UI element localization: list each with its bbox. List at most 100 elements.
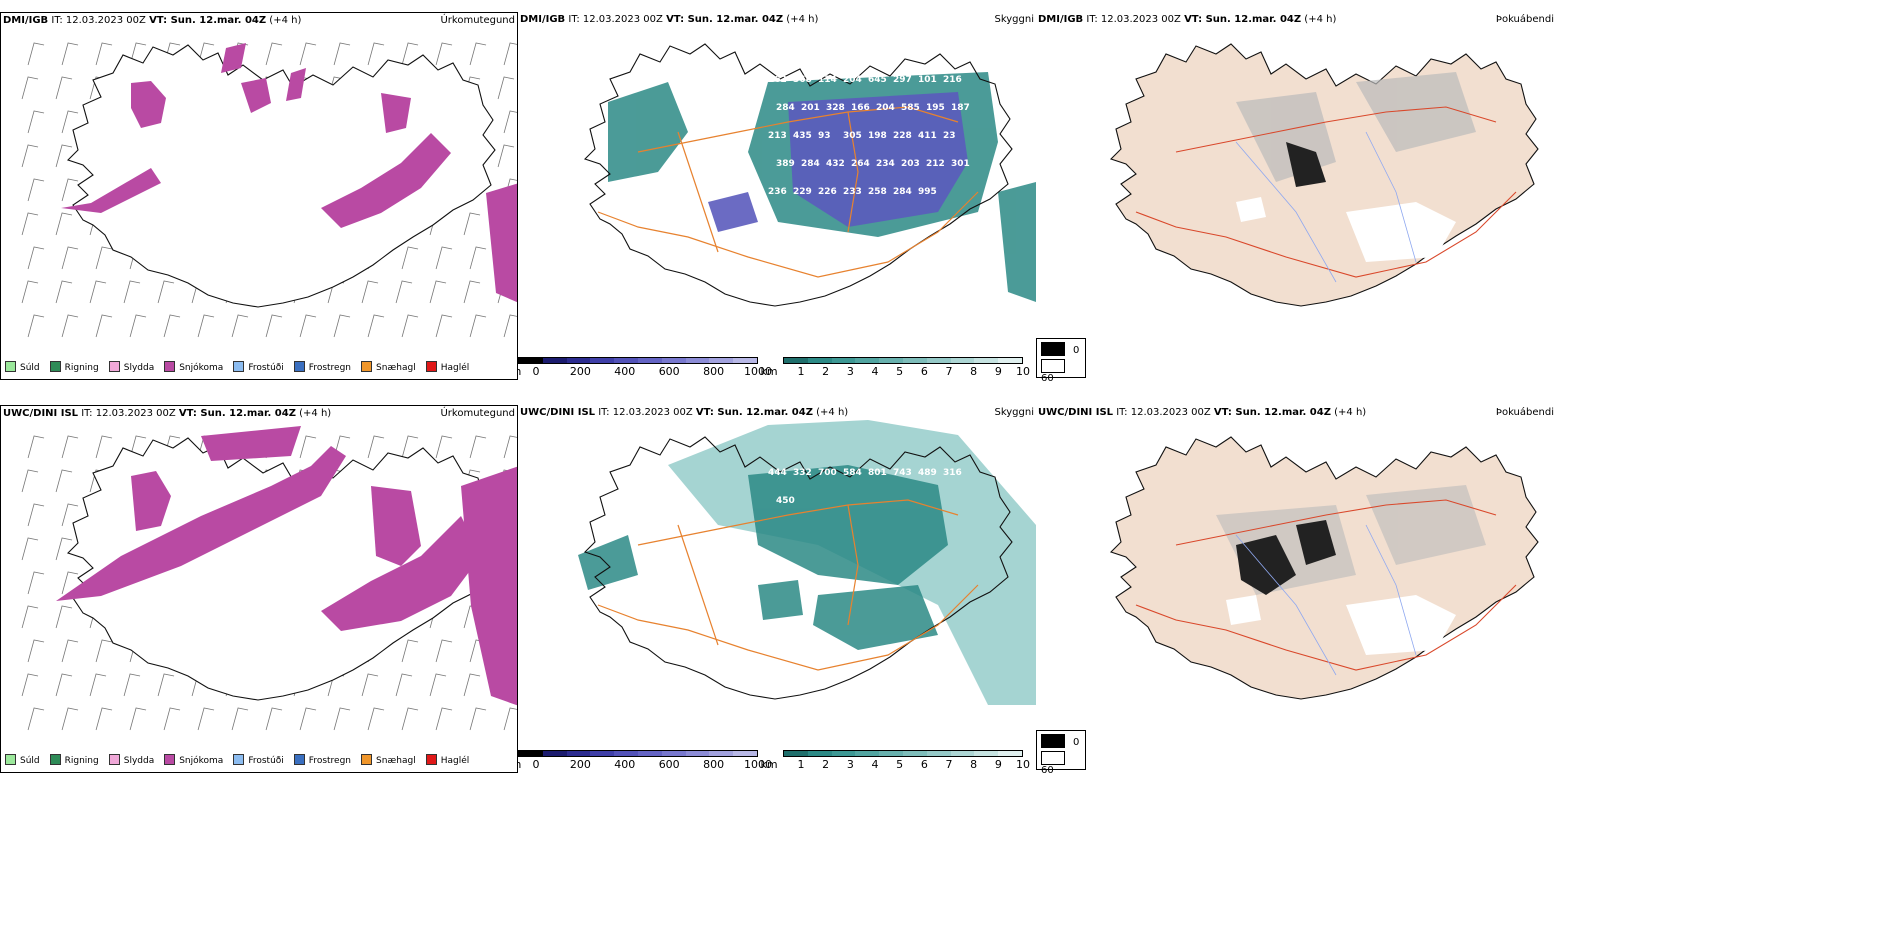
cloud-top-label: 435 bbox=[793, 131, 812, 141]
snow-areas bbox=[56, 426, 517, 706]
precip-legend: Súld Rigning Slydda Snjókoma Frostúði Frostre… bbox=[5, 754, 479, 766]
cloud-top-label: 284 bbox=[776, 103, 795, 113]
colorbar-tick: 0 bbox=[532, 758, 540, 771]
legend-swatch bbox=[49, 754, 61, 765]
cloud-top-label: 226 bbox=[818, 187, 837, 197]
init-time: IT: 12.03.2023 00Z bbox=[1083, 14, 1185, 25]
model-name: DMI/IGB bbox=[3, 15, 49, 26]
colorbar-tick: 7 bbox=[945, 758, 953, 771]
panel-header: UWC/DINI ISL IT: 12.03.2023 00Z VT: Sun.… bbox=[1, 406, 517, 420]
cloud-top-label: 236 bbox=[768, 187, 787, 197]
colorbar-km: km 1 2 3 4 5 6 7 8 9 10 bbox=[760, 357, 1033, 379]
cloud-top-label: 204 bbox=[843, 75, 862, 85]
legend-swatch bbox=[108, 361, 120, 372]
colorbar-tick: 8 bbox=[970, 365, 978, 378]
precip-legend: Súld Rigning Slydda Snjókoma Frostúði Frostre… bbox=[5, 361, 479, 373]
legend-swatch bbox=[425, 754, 437, 765]
fog-legend-item: 0 bbox=[1041, 342, 1079, 356]
colorbar-unit: km bbox=[760, 365, 778, 378]
panel-header: DMI/IGB IT: 12.03.2023 00Z VT: Sun. 12.m… bbox=[1, 13, 517, 27]
fog-legend-item: 60 bbox=[1041, 359, 1085, 384]
cloud-top-label: 162 bbox=[768, 75, 787, 85]
colorbar-tick: 1000 bbox=[744, 758, 772, 771]
legend-item: Slydda bbox=[108, 754, 154, 766]
colorbar-tick: 2 bbox=[822, 758, 830, 771]
cloud-top-label: 995 bbox=[918, 187, 937, 197]
roads-red bbox=[1135, 106, 1517, 278]
legend-item: Snjókoma bbox=[164, 361, 223, 373]
colorbar-tick: 6 bbox=[920, 365, 928, 378]
init-time: IT: 12.03.2023 00Z bbox=[565, 14, 667, 25]
panel-header: UWC/DINI ISL IT: 12.03.2023 00Z VT: Sun.… bbox=[518, 405, 1036, 419]
fog-legend-swatch bbox=[1041, 734, 1065, 748]
cloud-top-label: 203 bbox=[901, 159, 920, 169]
cloud-top-label: 801 bbox=[868, 468, 887, 478]
cloud-map: 162 368 114 204 645 297 101 216 284 201 328 166 204 5… bbox=[584, 43, 1036, 307]
fog-legend-swatch bbox=[1041, 342, 1065, 356]
roads bbox=[597, 106, 979, 278]
fog-legend-label: 60 bbox=[1041, 765, 1054, 776]
colorbar-gradient bbox=[783, 750, 1023, 757]
colorbar-tick: 0 bbox=[532, 365, 540, 378]
legend-label: Snjókoma bbox=[179, 363, 224, 373]
cloud-top-label: 264 bbox=[851, 159, 870, 169]
cloud-top-label: 198 bbox=[868, 131, 887, 141]
cloud-top-label: 233 bbox=[843, 187, 862, 197]
legend-swatch bbox=[293, 754, 305, 765]
cloud-top-label: 432 bbox=[826, 159, 845, 169]
cloud-panel-2: UWC/DINI ISL IT: 12.03.2023 00Z VT: Sun.… bbox=[518, 405, 1036, 773]
panel-header: DMI/IGB IT: 12.03.2023 00Z VT: Sun. 12.m… bbox=[1036, 12, 1556, 26]
cloud-labels: 444 332 700 584 801 743 489 316 450 bbox=[768, 468, 962, 506]
lead-time: (+4 h) bbox=[295, 408, 332, 419]
cloud-top-label: 584 bbox=[843, 468, 862, 478]
model-name: UWC/DINI ISL bbox=[520, 407, 596, 418]
valid-label: VT: bbox=[695, 407, 718, 418]
panel-title: Skyggni bbox=[994, 407, 1034, 418]
colorbar-tick: 9 bbox=[994, 365, 1002, 378]
colorbar-tick: 1 bbox=[797, 758, 805, 771]
legend-swatch bbox=[361, 361, 373, 372]
cloud-top-label: 212 bbox=[926, 159, 945, 169]
fog-map bbox=[1110, 43, 1539, 307]
legend-label: Slydda bbox=[123, 363, 155, 373]
cloud-top-label: 444 bbox=[768, 468, 787, 478]
legend-item: Súld bbox=[5, 361, 40, 373]
cloud-top-label: 389 bbox=[776, 159, 795, 169]
fog-panel-1: DMI/IGB IT: 12.03.2023 00Z VT: Sun. 12.m… bbox=[1036, 12, 1556, 336]
colorbar-tick: 800 bbox=[703, 758, 725, 771]
legend-swatch bbox=[361, 754, 373, 765]
legend-item: Rigning bbox=[49, 754, 99, 766]
valid-time: Sun. 12.mar. 04Z bbox=[170, 15, 267, 26]
legend-item: Snjókoma bbox=[164, 754, 223, 766]
lead-time: (+4 h) bbox=[783, 14, 819, 25]
panel-header: UWC/DINI ISL IT: 12.03.2023 00Z VT: Sun.… bbox=[1036, 405, 1556, 419]
colorbar-tick: 1000 bbox=[744, 365, 772, 378]
model-name: DMI/IGB bbox=[520, 14, 566, 25]
legend-swatch bbox=[49, 361, 61, 372]
model-name: DMI/IGB bbox=[1038, 14, 1084, 25]
init-time: IT: 12.03.2023 00Z bbox=[48, 15, 150, 26]
cloud-top-label: 585 bbox=[901, 103, 920, 113]
legend-label: Frostregn bbox=[308, 363, 352, 373]
legend-swatch bbox=[108, 754, 120, 765]
legend-swatch bbox=[233, 361, 245, 372]
fog-legend-item: 0 bbox=[1041, 734, 1079, 748]
legend-label: Frostúði bbox=[248, 756, 284, 766]
fog-legend-label: 60 bbox=[1041, 373, 1054, 384]
colorbar-m: m0 200 400 600 800 1000 bbox=[518, 357, 772, 379]
cloud-top-label: 228 bbox=[893, 131, 912, 141]
cloud-top-shading bbox=[708, 92, 968, 232]
colorbar-tick: 600 bbox=[658, 365, 680, 378]
legend-item: Haglél bbox=[425, 754, 469, 766]
fog-map bbox=[1110, 436, 1539, 700]
colorbar-tick: 800 bbox=[703, 365, 725, 378]
cloud-top-label: 23 bbox=[943, 131, 956, 141]
lead-time: (+4 h) bbox=[266, 15, 302, 26]
cloud-top-label: 489 bbox=[918, 468, 937, 478]
colorbar-tick: 2 bbox=[822, 365, 830, 378]
colorbar-tick: 4 bbox=[871, 365, 879, 378]
legend-swatch bbox=[233, 754, 245, 765]
legend-item: Rigning bbox=[49, 361, 99, 373]
colorbar-gradient bbox=[783, 357, 1023, 364]
colorbar-unit: km bbox=[760, 758, 778, 771]
